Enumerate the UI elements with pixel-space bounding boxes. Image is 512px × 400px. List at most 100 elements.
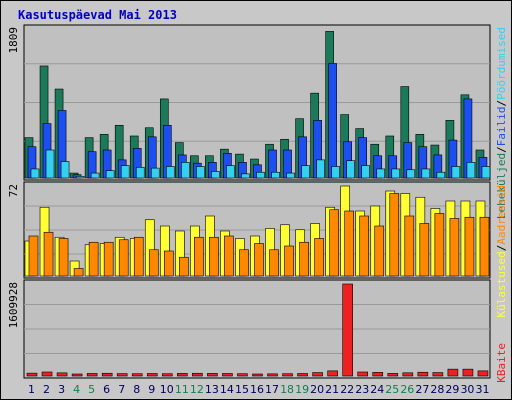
- x-tick-label-17: 17: [265, 383, 279, 396]
- x-tick-label-28: 28: [430, 383, 444, 396]
- bar-hits-day-1: [30, 168, 40, 179]
- bar-kbytes-day-25: [387, 373, 399, 377]
- bar-sites-day-27: [419, 223, 430, 277]
- x-tick-label-7: 7: [118, 383, 125, 396]
- x-tick-label-27: 27: [415, 383, 429, 396]
- x-tick-label-10: 10: [160, 383, 174, 396]
- bar-sites-day-3: [58, 238, 69, 277]
- chart-title: Kasutuspäevad Mai 2013: [18, 8, 177, 22]
- bar-sites-day-24: [374, 225, 385, 277]
- bar-hits-day-26: [406, 169, 416, 179]
- bar-sites-day-31: [479, 216, 490, 277]
- bar-sites-day-8: [133, 236, 144, 277]
- bar-kbytes-day-11: [177, 373, 188, 377]
- legend-panel-1: Leheküljed/Failid/Pöördumised: [495, 27, 508, 219]
- x-tick-label-18: 18: [280, 383, 294, 396]
- bar-sites-day-30: [464, 216, 475, 277]
- bar-sites-day-22: [344, 210, 354, 277]
- bar-kbytes-day-26: [402, 372, 414, 377]
- bar-kbytes-day-23: [357, 371, 369, 377]
- legend-panel-2-entry: Aadressid: [495, 185, 508, 245]
- x-tick-label-3: 3: [58, 383, 65, 396]
- bar-kbytes-day-4: [71, 373, 83, 377]
- bar-sites-day-17: [269, 249, 279, 277]
- x-tick-label-26: 26: [400, 383, 414, 396]
- bar-sites-day-13: [209, 236, 219, 277]
- bar-kbytes-day-8: [131, 373, 143, 377]
- x-tick-label-2: 2: [43, 383, 50, 396]
- bar-hits-day-11: [181, 162, 190, 179]
- panel-2-y-max-label: 72: [7, 184, 20, 197]
- bar-kbytes-day-5: [86, 373, 98, 377]
- bar-sites-day-4: [73, 268, 84, 277]
- bar-hits-day-7: [120, 165, 130, 179]
- bar-kbytes-day-7: [116, 373, 128, 377]
- bar-kbytes-day-31: [477, 370, 489, 377]
- x-tick-label-25: 25: [385, 383, 399, 396]
- bar-kbytes-day-30: [462, 368, 474, 377]
- bar-hits-day-4: [75, 176, 85, 179]
- bar-kbytes-day-14: [222, 373, 233, 377]
- bar-hits-day-10: [165, 166, 175, 179]
- x-tick-label-6: 6: [103, 383, 110, 396]
- bar-sites-day-21: [329, 209, 339, 277]
- bar-kbytes-day-28: [432, 372, 444, 377]
- bar-hits-day-21: [331, 166, 340, 179]
- bar-hits-day-3: [60, 161, 70, 179]
- bar-kbytes-day-20: [312, 372, 323, 377]
- bar-hits-day-22: [346, 160, 355, 179]
- bar-sites-day-14: [224, 235, 234, 277]
- bar-hits-day-8: [135, 166, 145, 179]
- x-tick-label-19: 19: [295, 383, 309, 396]
- bar-sites-day-26: [404, 215, 415, 277]
- bar-hits-day-29: [451, 166, 461, 179]
- bar-sites-day-2: [43, 231, 54, 277]
- legend-panel-1-entry: Pöördumised: [495, 27, 508, 100]
- bar-hits-day-25: [391, 168, 401, 179]
- bar-sites-day-7: [118, 239, 129, 277]
- bar-hits-day-27: [421, 168, 431, 179]
- bar-sites-day-6: [103, 241, 114, 277]
- bar-hits-day-28: [436, 171, 446, 179]
- x-tick-label-8: 8: [133, 383, 140, 396]
- legend-panel-2-entry: Külastused: [495, 251, 508, 317]
- bar-hits-day-18: [286, 172, 295, 179]
- bar-sites-day-28: [434, 213, 445, 277]
- bar-hits-day-17: [271, 171, 280, 179]
- x-tick-label-1: 1: [28, 383, 35, 396]
- bar-hits-day-13: [211, 171, 220, 179]
- bar-sites-day-29: [449, 218, 460, 277]
- x-tick-label-11: 11: [175, 383, 189, 396]
- bar-hits-day-16: [256, 171, 265, 179]
- bar-sites-day-23: [359, 215, 370, 277]
- bar-kbytes-day-10: [161, 373, 173, 377]
- bar-hits-day-6: [105, 170, 115, 179]
- bar-kbytes-day-29: [447, 368, 459, 377]
- bar-sites-day-10: [163, 250, 174, 277]
- legend-panel-1-entry: Leheküljed: [495, 153, 508, 219]
- x-tick-label-24: 24: [370, 383, 384, 396]
- bar-sites-day-25: [389, 193, 400, 277]
- bar-hits-day-14: [226, 165, 235, 179]
- bar-kbytes-day-13: [207, 373, 218, 377]
- bar-hits-day-5: [90, 172, 100, 179]
- x-tick-label-5: 5: [88, 383, 95, 396]
- x-tick-label-22: 22: [340, 383, 354, 396]
- x-tick-label-14: 14: [220, 383, 234, 396]
- x-tick-label-20: 20: [310, 383, 324, 396]
- bar-kbytes-day-19: [297, 373, 308, 377]
- bar-hits-day-30: [466, 162, 476, 179]
- bar-sites-day-15: [239, 249, 249, 277]
- bar-files-day-21: [328, 63, 337, 179]
- x-tick-label-30: 30: [460, 383, 474, 396]
- x-tick-label-29: 29: [445, 383, 459, 396]
- panel-1-y-max-label: 1809: [7, 27, 20, 54]
- bar-kbytes-day-1: [26, 372, 38, 377]
- bar-kbytes-day-24: [372, 372, 384, 377]
- bar-hits-day-19: [301, 165, 310, 179]
- bar-hits-day-12: [196, 166, 205, 179]
- bar-kbytes-day-18: [282, 373, 293, 377]
- panel-3-y-max-label: 1609928: [7, 282, 20, 328]
- bar-sites-day-9: [148, 249, 159, 277]
- bar-kbytes-day-27: [417, 371, 429, 377]
